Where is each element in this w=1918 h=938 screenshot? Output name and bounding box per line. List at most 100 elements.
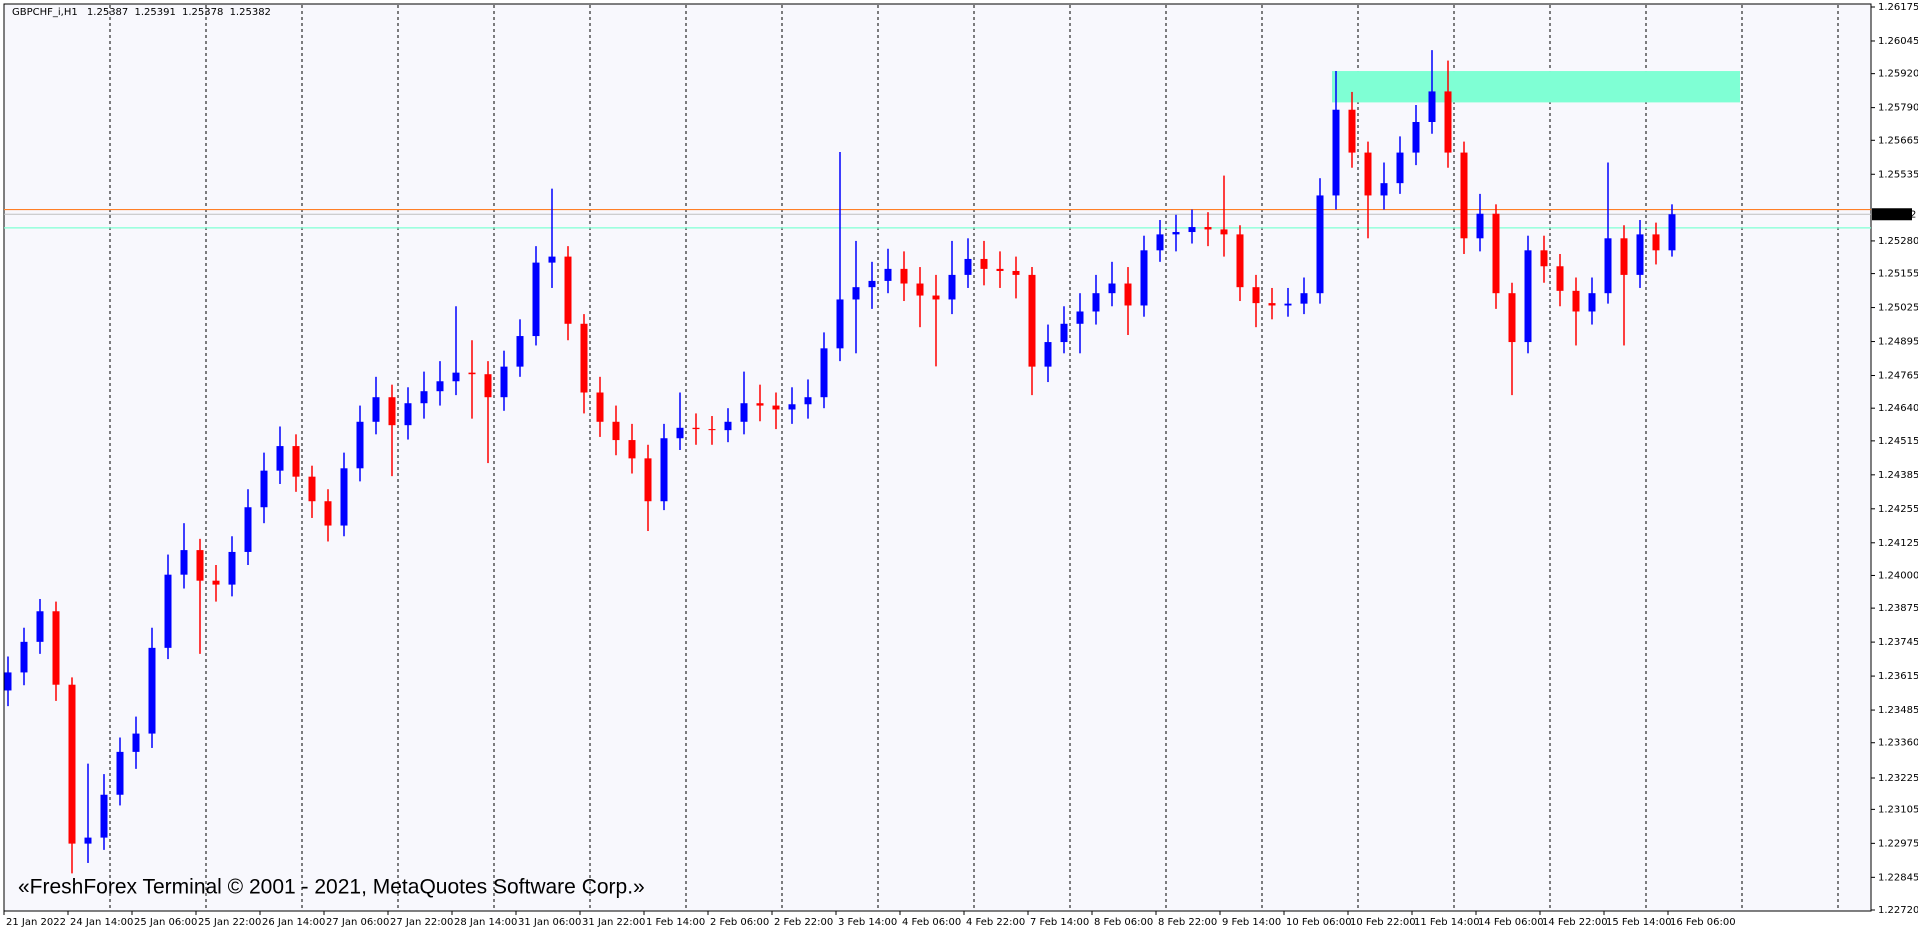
candle-body [772, 405, 780, 410]
x-tick-label: 14 Feb 22:00 [1542, 917, 1608, 928]
y-tick-label: 1.25280 [1878, 236, 1918, 247]
candle-body [276, 446, 284, 471]
candle-body [1156, 234, 1164, 251]
candle-body [980, 258, 988, 269]
candle-body [84, 837, 92, 844]
y-tick-label: 1.24000 [1878, 570, 1918, 581]
y-tick-label: 1.24255 [1878, 504, 1918, 515]
candle-body [1412, 121, 1420, 153]
candle-body [1316, 195, 1324, 294]
candle-body [116, 751, 124, 795]
y-tick-label: 1.24895 [1878, 337, 1918, 348]
chart-header: GBPCHF_i,H1 1.25387 1.25391 1.25378 1.25… [12, 7, 271, 18]
candle-body [1572, 290, 1580, 312]
candle-body [1028, 274, 1036, 367]
y-tick-label: 1.25920 [1878, 69, 1918, 80]
candle-body [1124, 283, 1132, 306]
candle-body [132, 733, 140, 752]
candle-body [164, 574, 172, 648]
y-tick-label: 1.24640 [1878, 403, 1918, 414]
price-tag [1872, 208, 1912, 221]
candle-body [628, 440, 636, 459]
y-tick-label: 1.22720 [1878, 905, 1918, 916]
y-tick-label: 1.24125 [1878, 538, 1918, 549]
candle-body [1604, 238, 1612, 294]
candle-body [820, 348, 828, 398]
candle-body [212, 580, 220, 585]
candle-body [948, 274, 956, 300]
candle-body [804, 397, 812, 405]
candle-body [1556, 266, 1564, 291]
candle-body [1236, 234, 1244, 288]
candle-body [1460, 152, 1468, 239]
candle-body [1508, 293, 1516, 343]
candle-body [1588, 293, 1596, 312]
candle-body [788, 404, 796, 410]
candle-body [356, 421, 364, 469]
symbol: GBPCHF_i,H1 [12, 7, 78, 18]
y-tick-label: 1.22845 [1878, 872, 1918, 883]
candle-body [100, 794, 108, 838]
candle-body [388, 397, 396, 426]
candle-body [596, 392, 604, 422]
x-tick-label: 3 Feb 14:00 [838, 917, 897, 928]
candle-body [564, 256, 572, 324]
x-tick-label: 10 Feb 06:00 [1286, 917, 1352, 928]
candle-body [1476, 213, 1484, 239]
x-tick-label: 14 Feb 06:00 [1478, 917, 1544, 928]
candle-body [548, 256, 556, 263]
y-tick-label: 1.26045 [1878, 36, 1918, 47]
y-tick-label: 1.24765 [1878, 371, 1918, 382]
watermark: «FreshForex Terminal © 2001 - 2021, Meta… [18, 876, 645, 899]
x-tick-label: 9 Feb 14:00 [1222, 917, 1281, 928]
y-tick-label: 1.25535 [1878, 169, 1918, 180]
x-tick-label: 15 Feb 14:00 [1606, 917, 1672, 928]
candle-body [1300, 293, 1308, 304]
x-tick-label: 21 Jan 2022 [6, 917, 66, 928]
candle-body [260, 470, 268, 508]
plot-area [3, 3, 1872, 912]
candle-body [36, 611, 44, 642]
y-tick-label: 1.25665 [1878, 135, 1918, 146]
candle-body [1444, 91, 1452, 153]
candle-body [308, 476, 316, 502]
candle-body [148, 647, 156, 734]
candle-body [676, 427, 684, 439]
price-tag-label: 1.25382 [1875, 209, 1916, 220]
candle-body [852, 287, 860, 300]
x-tick-label: 7 Feb 14:00 [1030, 917, 1089, 928]
candle-body [1620, 238, 1628, 275]
y-tick-label: 1.23225 [1878, 773, 1918, 784]
y-tick-label: 1.25155 [1878, 269, 1918, 280]
y-tick-label: 1.23485 [1878, 705, 1918, 716]
header-low: 1.25378 [182, 7, 223, 18]
candle-body [900, 268, 908, 284]
candle-body [180, 550, 188, 575]
x-tick-label: 28 Jan 14:00 [454, 917, 517, 928]
candle-body [1428, 91, 1436, 122]
x-tick-label: 31 Jan 22:00 [582, 917, 645, 928]
candle-body [1284, 303, 1292, 306]
candle-body [1332, 109, 1340, 196]
candle-body [68, 684, 76, 844]
candle-body [1172, 232, 1180, 235]
candle-body [1348, 109, 1356, 153]
candle-body [1636, 234, 1644, 275]
y-tick-label: 1.26175 [1878, 2, 1918, 13]
candle-body [20, 641, 28, 673]
candle-body [1220, 229, 1228, 235]
candle-body [1492, 213, 1500, 294]
candle-body [1092, 293, 1100, 312]
y-tick-label: 1.23615 [1878, 671, 1918, 682]
y-tick-label: 1.24385 [1878, 470, 1918, 481]
candle-body [884, 268, 892, 281]
candle-body [292, 446, 300, 477]
candle-body [1524, 250, 1532, 343]
candle-body [932, 295, 940, 300]
candle-body [756, 403, 764, 406]
candle-body [580, 323, 588, 393]
candle-body [1396, 152, 1404, 184]
plot-layer: 1.26175 1.26045 1.25920 1.25790 1.25665 1.255… [3, 2, 1918, 928]
candle-body [1140, 250, 1148, 306]
